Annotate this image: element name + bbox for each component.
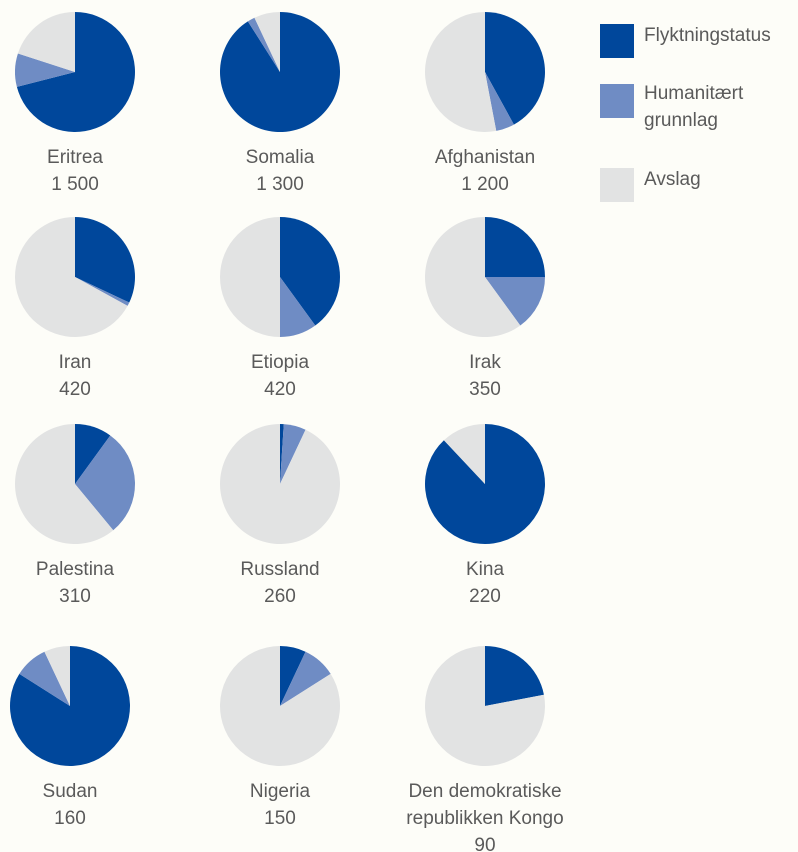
pie-slice xyxy=(254,12,280,72)
pie-label: Eritrea xyxy=(47,147,103,168)
pie-label: Iran xyxy=(58,352,92,373)
pie-label: Irak xyxy=(469,352,501,373)
pie-label: Den demokratiske republikken Kongo xyxy=(406,781,564,829)
pie-label: Russland xyxy=(240,559,320,580)
pie-slice xyxy=(485,217,545,277)
pie-slice xyxy=(220,424,341,544)
pie-label: Nigeria xyxy=(249,781,311,802)
pie-label: Somalia xyxy=(245,147,315,168)
pie-slice xyxy=(247,17,280,72)
legend-label: Humanitært grunnlag xyxy=(644,83,744,131)
pie-slice xyxy=(75,435,135,531)
pie-total: 1 200 xyxy=(461,174,509,195)
pie-label: Sudan xyxy=(42,781,98,802)
pie-slice xyxy=(75,217,135,303)
pie-slice xyxy=(425,12,497,132)
pie-slice xyxy=(75,424,111,484)
pie-total: 420 xyxy=(264,379,296,400)
pie-slice xyxy=(280,424,306,484)
pie-slice xyxy=(485,72,514,131)
pie-slice xyxy=(280,646,306,706)
pie-slice xyxy=(425,646,546,767)
pie-slice xyxy=(280,217,341,326)
pie-label: Kina xyxy=(465,559,505,580)
pie-label: Etiopia xyxy=(250,352,310,373)
pie-slice xyxy=(280,424,284,484)
pie-slice xyxy=(17,12,76,72)
pie-slice xyxy=(14,424,114,544)
pie-slice xyxy=(485,277,545,326)
pie-slice xyxy=(19,651,70,706)
legend-swatch xyxy=(600,168,634,202)
pie-total: 150 xyxy=(264,808,296,829)
pie-slice xyxy=(44,646,70,706)
pie-slice xyxy=(485,646,544,706)
pie-total: 90 xyxy=(474,835,496,852)
pie-total: 350 xyxy=(469,379,501,400)
pie-slice xyxy=(15,53,75,87)
pie-slice xyxy=(15,217,128,338)
pie-slice xyxy=(424,217,521,337)
pie-total: 1 500 xyxy=(51,174,99,195)
pie-label: Palestina xyxy=(35,559,115,580)
pie-slice xyxy=(75,277,130,306)
legend-label: Flyktningstatus xyxy=(644,25,771,46)
pie-slice xyxy=(485,12,546,125)
pie-total: 260 xyxy=(264,586,296,607)
pie-total: 220 xyxy=(469,586,501,607)
pie-total: 1 300 xyxy=(256,174,304,195)
pie-slice xyxy=(280,277,316,337)
pie-slice xyxy=(220,217,280,337)
pie-total: 420 xyxy=(59,379,91,400)
pie-total: 160 xyxy=(54,808,86,829)
legend-label: Avslag xyxy=(644,169,701,190)
pie-slice xyxy=(220,646,341,767)
pie-total: 310 xyxy=(59,586,91,607)
pie-slice xyxy=(424,424,546,545)
pie-slice xyxy=(16,12,135,132)
pie-slice xyxy=(443,424,485,484)
legend-swatch xyxy=(600,84,634,118)
pie-slice xyxy=(280,651,331,706)
pie-label: Afghanistan xyxy=(434,147,536,168)
legend-swatch xyxy=(600,24,634,58)
pie-slice xyxy=(9,646,130,767)
